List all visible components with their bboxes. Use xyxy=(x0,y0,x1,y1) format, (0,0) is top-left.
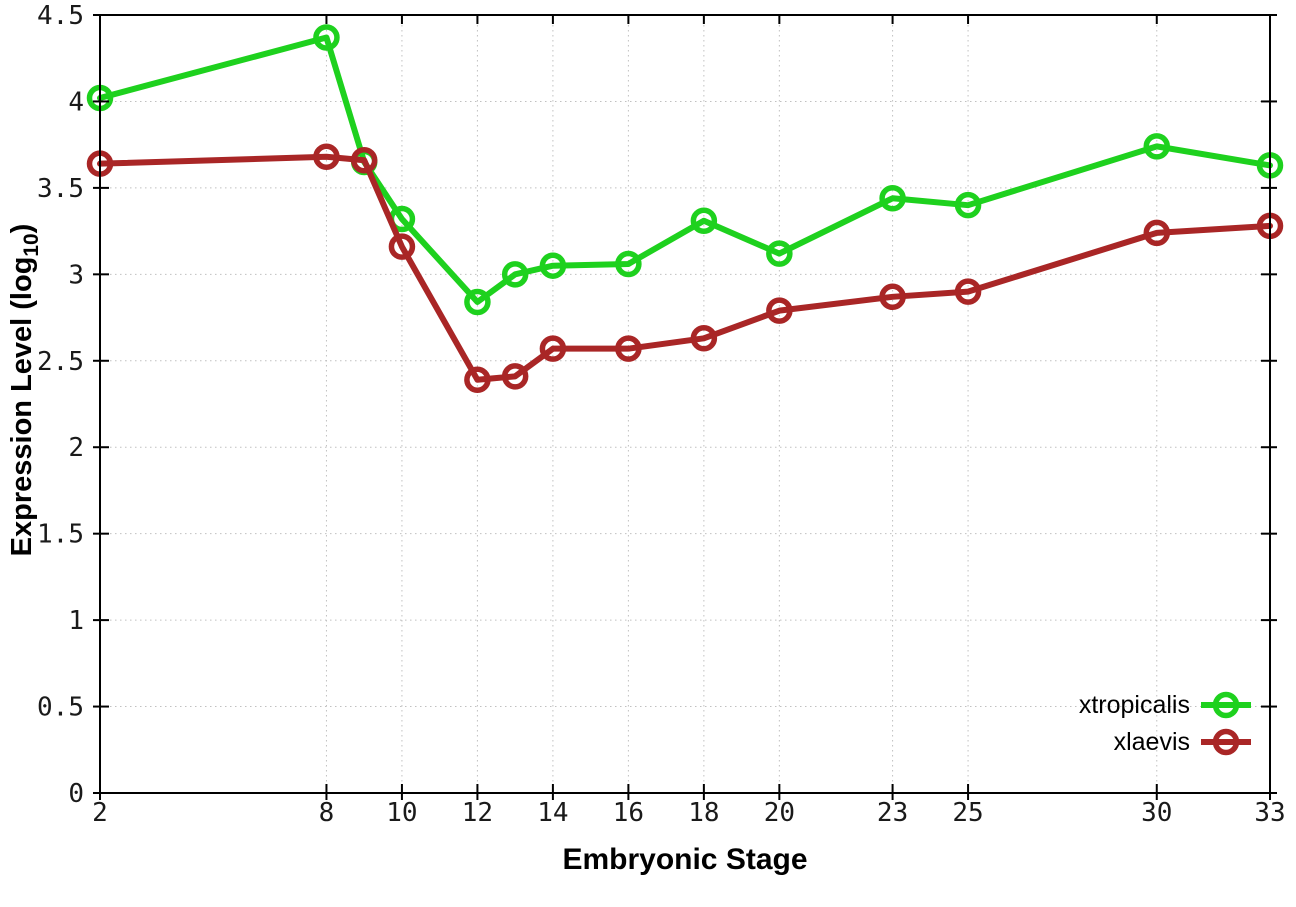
x-tick-label: 18 xyxy=(688,798,719,828)
data-point-marker-xlaevis xyxy=(501,363,529,390)
x-tick-label: 2 xyxy=(92,798,108,828)
legend-entry-xlaevis: xlaevis xyxy=(1079,725,1252,759)
plot-border xyxy=(99,14,1271,794)
y-tick-label: 4 xyxy=(68,87,84,117)
legend-entry-xtropicalis: xtropicalis xyxy=(1079,688,1252,722)
y-tick-label: 0.5 xyxy=(37,693,84,723)
data-point-marker-xtropicalis xyxy=(766,240,793,267)
y-tick-label: 2 xyxy=(68,433,84,463)
x-tick-label: 30 xyxy=(1141,798,1172,828)
series-line-xtropicalis xyxy=(97,34,1273,305)
legend-label: xtropicalis xyxy=(1078,690,1190,719)
x-axis-title: Embryonic Stage xyxy=(562,843,808,876)
x-tick-label: 10 xyxy=(386,798,417,828)
x-tick-label: 16 xyxy=(613,798,644,828)
data-point-marker-xlaevis xyxy=(1143,219,1171,247)
data-point-marker-xlaevis xyxy=(954,278,982,305)
data-point-marker-xlaevis xyxy=(350,146,378,174)
y-tick-label: 3.5 xyxy=(37,174,84,204)
data-point-marker-xtropicalis xyxy=(539,252,567,279)
data-point-marker-xtropicalis xyxy=(615,250,642,278)
y-axis-title: Expression Level (log10) xyxy=(6,224,44,557)
data-point-marker-xtropicalis xyxy=(954,191,982,219)
data-point-marker-xtropicalis xyxy=(690,207,718,234)
y-tick-label: 2.5 xyxy=(37,347,84,377)
legend-label: xlaevis xyxy=(1113,727,1190,756)
y-tick-label: 3 xyxy=(68,260,84,290)
legend-sample-icon xyxy=(1201,691,1251,719)
y-tick-label: 1 xyxy=(68,606,84,636)
data-point-marker-xtropicalis xyxy=(501,261,529,288)
data-point-marker-xtropicalis xyxy=(464,288,491,316)
data-point-marker-xlaevis xyxy=(879,283,906,311)
data-point-marker-xtropicalis xyxy=(879,185,906,212)
x-tick-label: 14 xyxy=(537,798,568,828)
data-point-marker-xlaevis xyxy=(539,335,567,362)
x-tick-label: 12 xyxy=(462,798,493,828)
y-tick-label: 0 xyxy=(68,779,84,809)
x-tick-label: 8 xyxy=(319,798,335,828)
x-tick-label: 20 xyxy=(764,798,795,828)
series-line-xlaevis xyxy=(97,153,1273,383)
data-point-marker-xtropicalis xyxy=(313,24,340,51)
y-tick-label: 4.5 xyxy=(37,1,84,31)
data-point-marker-xlaevis xyxy=(313,143,340,171)
x-tick-label: 25 xyxy=(952,798,983,828)
data-point-marker-xlaevis xyxy=(615,335,642,362)
x-tick-label: 23 xyxy=(877,798,908,828)
data-point-marker-xlaevis xyxy=(766,297,793,324)
data-point-marker-xlaevis xyxy=(690,325,718,352)
y-axis-title-text: Expression Level (log xyxy=(6,256,38,557)
legend: xtropicalis xlaevis xyxy=(1079,688,1252,759)
y-axis-title-subscript: 10 xyxy=(19,233,43,257)
legend-sample-icon xyxy=(1201,728,1251,756)
data-point-marker-xlaevis xyxy=(388,233,416,260)
x-tick-label: 33 xyxy=(1254,798,1285,828)
y-tick-label: 1.5 xyxy=(37,520,84,550)
data-point-marker-xlaevis xyxy=(464,366,491,394)
y-axis-title-suffix: ) xyxy=(6,223,38,234)
data-point-marker-xtropicalis xyxy=(1143,133,1171,160)
